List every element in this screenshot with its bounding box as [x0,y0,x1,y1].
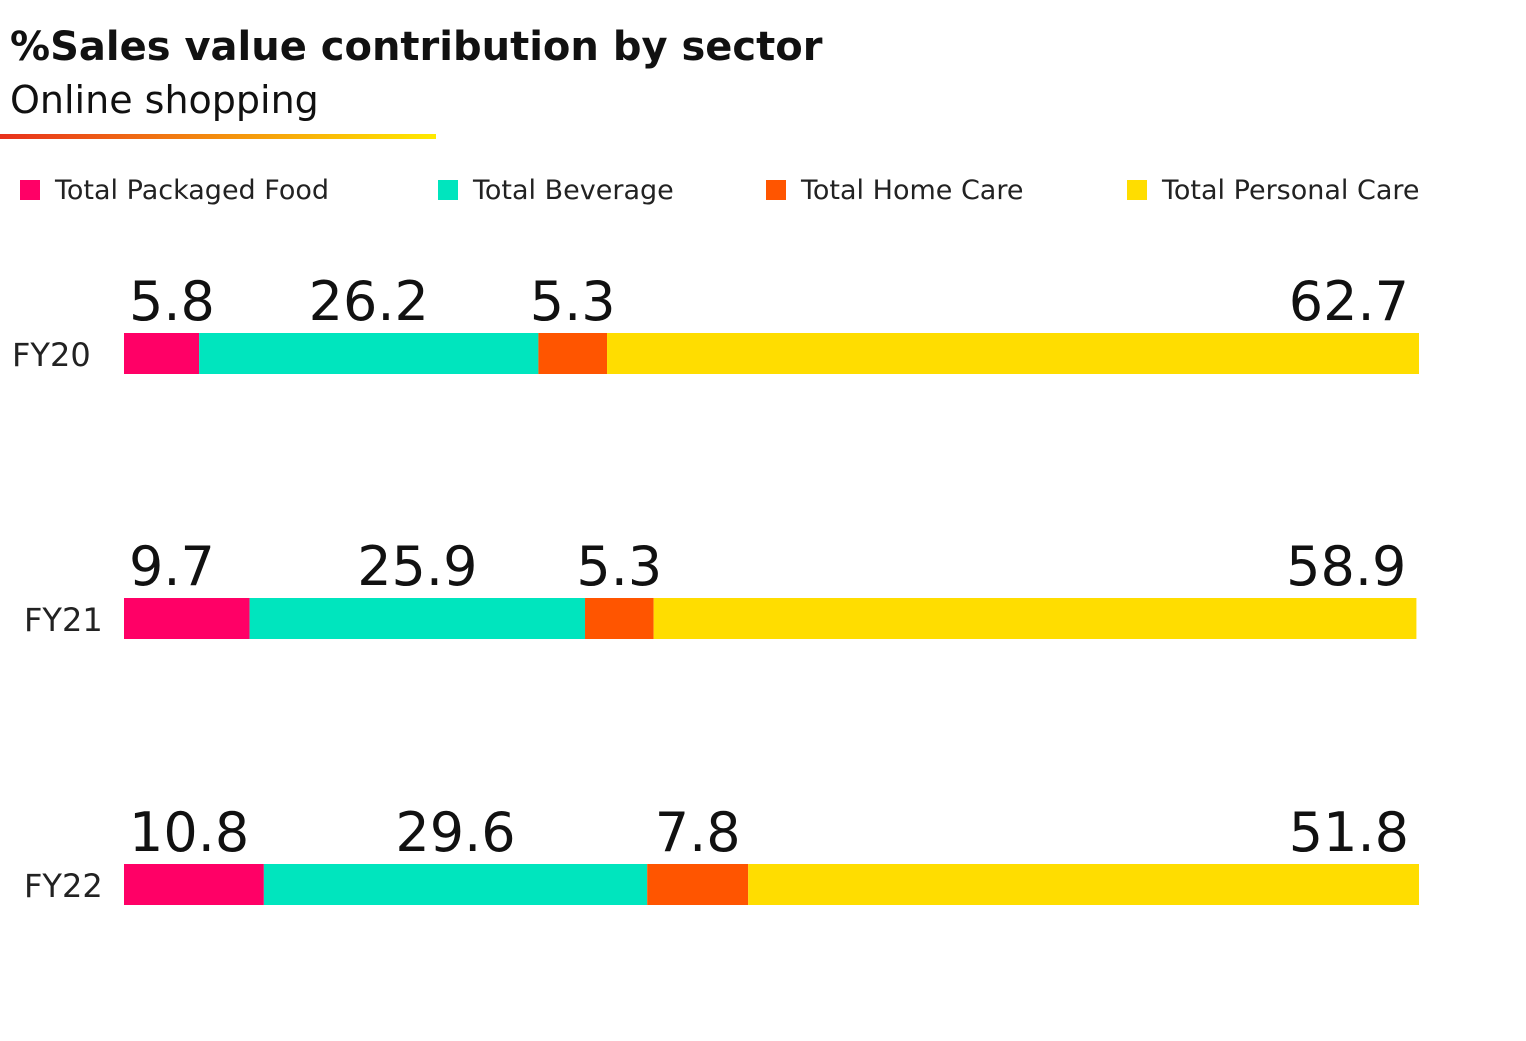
bar-fy20-total-personal-care [607,333,1419,374]
value-label-fy21-total-personal-care: 58.9 [1286,535,1406,598]
bar-fy22-total-packaged-food [124,864,264,905]
value-label-fy20-total-personal-care: 62.7 [1289,270,1409,333]
title-underline [0,134,436,139]
legend: Total Packaged Food Total Beverage Total H… [20,175,1420,206]
value-label-fy22-total-packaged-food: 10.8 [129,801,249,864]
legend-swatch-total-packaged-food [20,180,40,200]
value-label-fy20-total-packaged-food: 5.8 [129,270,215,333]
value-label-fy22-total-personal-care: 51.8 [1289,801,1409,864]
row-label-fy20: FY20 [12,336,91,374]
legend-swatch-total-personal-care [1127,180,1147,200]
row-label-fy22: FY22 [24,867,103,905]
legend-label-total-home-care: Total Home Care [800,175,1023,206]
chart-subtitle: Online shopping [10,78,319,122]
bar-fy21-total-beverage [249,598,586,639]
value-label-fy22-total-beverage: 29.6 [395,801,515,864]
bar-fy21-total-home-care [585,598,654,639]
value-label-fy21-total-beverage: 25.9 [357,535,477,598]
bar-fy21-total-packaged-food [124,598,250,639]
legend-label-total-personal-care: Total Personal Care [1161,175,1420,206]
row-label-fy21: FY21 [24,601,103,639]
chart-title: %Sales value contribution by sector [10,24,823,70]
bar-fy20-total-beverage [199,333,539,374]
bar-fy22-total-personal-care [748,864,1419,905]
legend-swatch-total-beverage [438,180,458,200]
bar-fy21-total-personal-care [653,598,1417,639]
bar-fy22-total-beverage [263,864,648,905]
value-label-fy22-total-home-care: 7.8 [655,801,741,864]
legend-label-total-beverage: Total Beverage [472,175,674,206]
bar-fy20-total-home-care [538,333,608,374]
value-label-fy20-total-home-care: 5.3 [530,270,616,333]
bars-group [124,333,1419,905]
bar-fy22-total-home-care [647,864,749,905]
legend-swatch-total-home-care [766,180,786,200]
row-labels-group: FY20 FY21 FY22 [12,336,103,905]
value-label-fy21-total-packaged-food: 9.7 [129,535,215,598]
legend-label-total-packaged-food: Total Packaged Food [54,175,329,206]
value-label-fy21-total-home-care: 5.3 [576,535,662,598]
bar-fy20-total-packaged-food [124,333,200,374]
value-label-fy20-total-beverage: 26.2 [309,270,429,333]
value-labels-group: 5.8 26.2 5.3 62.7 9.7 25.9 5.3 58.9 10.8 29.6 7.8 5… [129,270,1409,864]
